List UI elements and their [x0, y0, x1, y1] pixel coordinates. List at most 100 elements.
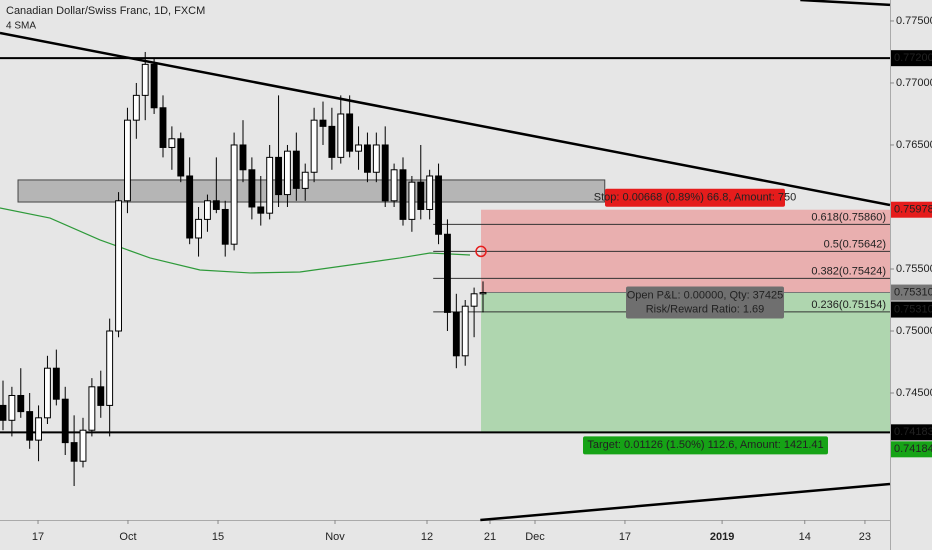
candle-body: [115, 200, 122, 332]
trendline: [480, 482, 891, 522]
trendline: [800, 0, 891, 7]
y-tick-label: 0.77000: [896, 77, 932, 89]
pnl-box: [626, 286, 784, 319]
candle-body: [88, 386, 96, 431]
y-tick-label: 0.77500: [896, 15, 932, 27]
x-tick-label: Nov: [325, 531, 345, 543]
candle-body: [355, 144, 362, 152]
candle-body: [44, 367, 51, 419]
x-tick-label: 12: [421, 531, 433, 543]
candle-body: [168, 138, 176, 148]
price-tag: [891, 201, 932, 218]
candle-body: [417, 181, 425, 210]
fib-label: 0.618(0.75860): [811, 211, 886, 223]
candle-body: [8, 394, 16, 421]
candle-body: [266, 156, 274, 214]
candle-body: [310, 119, 318, 173]
candle-body: [17, 394, 25, 413]
fib-label: 0.236(0.75154): [811, 299, 886, 311]
target-label-box: [583, 436, 828, 455]
candle-body: [461, 305, 469, 357]
candle-body: [159, 107, 167, 148]
x-tick-label: Oct: [119, 531, 136, 543]
candle-body: [435, 175, 442, 235]
candle-body: [444, 233, 451, 313]
price-tag-label: 0.75310: [894, 303, 932, 315]
candle-body: [70, 442, 78, 462]
candle-body: [328, 125, 336, 158]
price-tag: [891, 424, 932, 441]
candle-body: [212, 200, 220, 210]
candle-body: [426, 175, 434, 210]
candle-body: [470, 293, 478, 307]
candle-body: [301, 171, 309, 189]
candle-body: [337, 113, 345, 158]
candle-body: [248, 169, 256, 208]
candle-body: [177, 138, 185, 177]
x-tick-label: 17: [619, 531, 631, 543]
candle-body: [124, 119, 131, 202]
candle-body: [479, 292, 487, 295]
candle-body: [230, 144, 238, 245]
x-tick-label: 21: [484, 531, 496, 543]
candle-body: [141, 63, 149, 96]
y-tick-label: 0.75500: [896, 263, 932, 275]
indicator-label: 4 SMA: [6, 21, 36, 32]
candle-body: [150, 63, 158, 109]
candle-body: [186, 175, 194, 239]
candle-body: [292, 150, 300, 189]
candle-body: [284, 150, 291, 196]
candle-body: [204, 200, 211, 220]
ratio-label: Risk/Reward Ratio: 1.69: [646, 303, 765, 315]
y-tick-label: 0.74500: [896, 387, 932, 399]
x-tick-label: 23: [859, 531, 871, 543]
candle-body: [372, 144, 380, 173]
x-tick-label: 17: [32, 531, 44, 543]
candle-body: [399, 169, 407, 220]
candle-body: [239, 144, 247, 171]
sma-line: [0, 207, 471, 274]
target-label: Target: 0.01126 (1.50%) 112.6, Amount: 1…: [587, 439, 823, 451]
candle-body: [346, 113, 354, 152]
fib-label: 0.382(0.75424): [811, 265, 886, 277]
stop-label: Stop: 0.00668 (0.89%) 66.8, Amount: 750: [594, 192, 796, 204]
candle-body: [61, 398, 69, 444]
zone: [17, 179, 606, 203]
price-tag-label: 0.75310: [894, 286, 932, 298]
price-tag: [891, 301, 932, 318]
candle-body: [132, 94, 140, 121]
price-tag: [891, 284, 932, 301]
y-tick-label: 0.76500: [896, 139, 932, 151]
price-tag-label: 0.74183: [894, 426, 932, 438]
x-tick-label: 2019: [710, 531, 734, 543]
price-tag: [891, 441, 932, 458]
x-tick-label: 15: [212, 531, 224, 543]
marker-circle: [475, 245, 487, 258]
candle-body: [221, 208, 229, 245]
candle-body: [97, 386, 105, 406]
x-tick-label: 14: [799, 531, 811, 543]
trendline: [0, 31, 891, 207]
candle-body: [452, 311, 460, 357]
x-tick-label: Dec: [525, 531, 545, 543]
candle-body: [319, 119, 327, 127]
price-tag-label: 0.74184: [894, 443, 932, 455]
price-tag: [891, 50, 932, 67]
candle-body: [408, 181, 416, 220]
candle-body: [275, 156, 282, 196]
candle-body: [52, 367, 60, 400]
candle-body: [381, 144, 389, 202]
candle-body: [390, 169, 398, 202]
price-tag-label: 0.75978: [894, 204, 932, 216]
candle-body: [257, 206, 265, 214]
fib-label: 0.5(0.75642): [824, 238, 886, 250]
candle-body: [0, 404, 7, 421]
candle-body: [26, 411, 34, 441]
price-tag-label: 0.77200: [894, 52, 932, 64]
candle-body: [35, 417, 42, 441]
y-tick-label: 0.75000: [896, 325, 932, 337]
candle-body: [79, 429, 87, 462]
chart-title: Canadian Dollar/Swiss Franc, 1D, FXCM: [6, 5, 205, 17]
